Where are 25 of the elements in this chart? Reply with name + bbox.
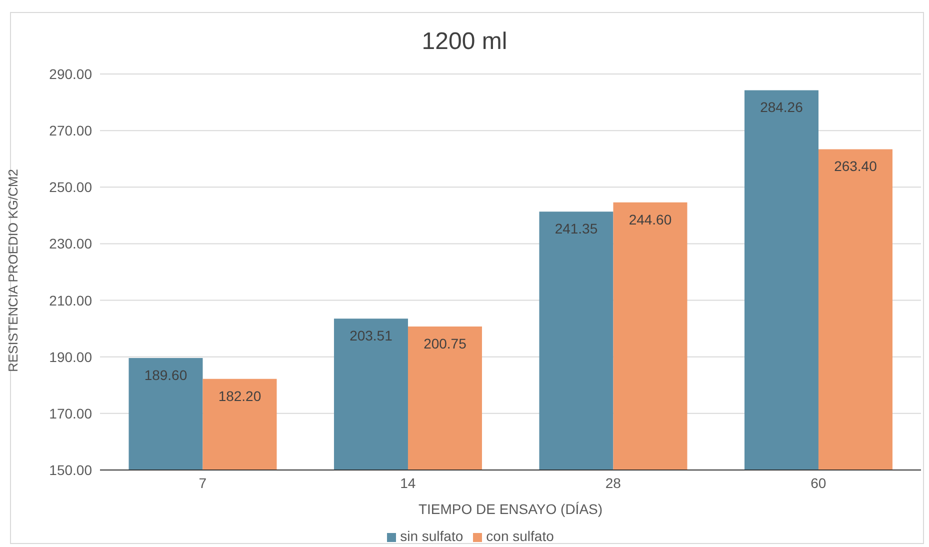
data-label: 189.60 [144, 366, 188, 383]
x-tick-label: 60 [810, 474, 826, 491]
legend-label: sin sulfato [400, 528, 464, 544]
y-tick-label: 190.00 [49, 348, 92, 365]
data-label: 200.75 [424, 335, 467, 352]
data-label: 284.26 [760, 99, 804, 116]
y-axis-title: RESISTENCIA PROEDIO KG/CM2 [6, 169, 21, 372]
y-tick-label: 230.00 [49, 236, 92, 252]
x-axis-title: TIEMPO DE ENSAYO (DÍAS) [418, 501, 603, 517]
data-label: 241.35 [554, 220, 598, 237]
y-tick-label: 150.00 [49, 462, 92, 478]
y-tick-label: 170.00 [49, 405, 92, 422]
x-tick-label: 7 [198, 474, 207, 491]
y-tick-label: 290.00 [49, 66, 92, 82]
y-tick-label: 270.00 [49, 122, 92, 139]
data-label: 244.60 [628, 211, 672, 228]
y-tick-label: 210.00 [49, 292, 92, 308]
data-label: 203.51 [350, 328, 393, 344]
data-label: 263.40 [834, 158, 878, 174]
y-tick-label: 250.00 [49, 179, 92, 196]
x-tick-label: 28 [605, 474, 622, 491]
chart-title: 1200 ml [420, 28, 508, 56]
x-tick-label: 14 [400, 474, 416, 491]
legend-label: con sulfato [486, 528, 554, 544]
data-label: 182.20 [218, 388, 262, 404]
